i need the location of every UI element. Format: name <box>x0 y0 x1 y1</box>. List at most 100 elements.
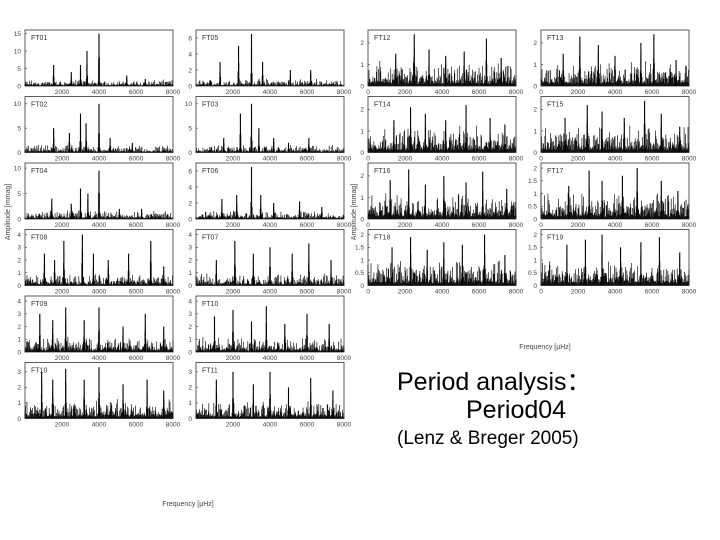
y-tick-label: 2 <box>188 257 192 264</box>
x-tick-label: 4000 <box>608 222 623 229</box>
y-axis-label-right: Amplitude [mmag] <box>351 184 358 240</box>
y-tick-label: 1.5 <box>528 178 537 185</box>
y-tick-label: 3 <box>188 369 192 376</box>
x-tick-label: 8000 <box>509 89 524 96</box>
spectrum-series <box>24 310 174 352</box>
y-tick-label: 1 <box>17 337 21 344</box>
y-tick-label: 1 <box>360 128 364 135</box>
y-tick-label: 6 <box>188 35 192 42</box>
y-tick-label: 0 <box>360 283 364 290</box>
y-tick-label: 2 <box>360 232 364 239</box>
y-tick-label: 4 <box>17 232 21 239</box>
y-tick-label: 3 <box>17 311 21 318</box>
x-tick-label: 4000 <box>92 89 107 96</box>
y-tick-label: 0 <box>188 349 192 356</box>
x-tick-label: 6000 <box>129 156 144 163</box>
panel-label: FT12 <box>374 35 390 42</box>
x-tick-label: 4000 <box>263 222 278 229</box>
x-tick-label: 6000 <box>472 289 487 296</box>
x-tick-label: 0 <box>539 156 543 163</box>
x-tick-label: 6000 <box>129 355 144 362</box>
caption-software: Period04 <box>466 396 567 424</box>
y-tick-label: 2 <box>17 257 21 264</box>
y-tick-label: 10 <box>14 165 22 172</box>
y-tick-label: 2 <box>360 173 364 180</box>
x-tick-label: 8000 <box>337 289 352 296</box>
panel-ft16: 0 2000 4000 6000 8000 0 1 2 FT16 <box>360 162 524 229</box>
y-tick-label: 2 <box>533 40 537 47</box>
y-tick-label: 1 <box>188 337 192 344</box>
spectrum-series <box>195 48 345 86</box>
x-tick-label: 4000 <box>263 289 278 296</box>
x-tick-label: 4000 <box>608 89 623 96</box>
spectrum-series <box>540 42 690 86</box>
panel-ft03: 2000 4000 6000 8000 0 5 10 FT03 <box>185 96 352 163</box>
y-tick-label: 0 <box>17 216 21 223</box>
y-tick-label: 2 <box>188 200 192 207</box>
x-tick-label: 4000 <box>92 355 107 362</box>
panel-ft06: 2000 4000 6000 8000 0 2 4 6 FT06 <box>188 162 352 229</box>
y-tick-label: 10 <box>14 101 22 108</box>
y-tick-label: 1 <box>188 270 192 277</box>
spectrum-series <box>367 47 517 86</box>
panel-ft14: 0 2000 4000 6000 8000 0 1 2 FT14 <box>360 96 524 163</box>
x-tick-label: 2000 <box>226 422 241 429</box>
x-tick-label: 6000 <box>129 422 144 429</box>
x-tick-label: 8000 <box>509 222 524 229</box>
x-tick-label: 4000 <box>608 289 623 296</box>
y-tick-label: 2 <box>188 385 192 392</box>
x-tick-label: 2000 <box>55 289 70 296</box>
x-tick-label: 8000 <box>166 422 181 429</box>
spectrum-series <box>24 112 174 153</box>
y-tick-label: 4 <box>188 298 192 305</box>
y-tick-label: 1 <box>533 257 537 264</box>
x-tick-label: 2000 <box>226 89 241 96</box>
x-tick-label: 8000 <box>166 355 181 362</box>
panel-ft08: 2000 4000 6000 8000 0 1 2 3 4 FT08 <box>17 229 181 296</box>
plot-frame <box>367 29 517 87</box>
y-tick-label: 2 <box>533 232 537 239</box>
x-tick-label: 8000 <box>682 289 697 296</box>
panel-label: FT19 <box>547 235 563 242</box>
x-tick-label: 6000 <box>129 222 144 229</box>
panel-label: FT14 <box>374 102 390 109</box>
panel-label: FT17 <box>547 168 563 175</box>
y-tick-label: 2 <box>17 324 21 331</box>
spectrum-series <box>195 373 345 419</box>
x-tick-label: 8000 <box>337 355 352 362</box>
x-tick-label: 8000 <box>337 89 352 96</box>
spectrum-series <box>367 247 517 286</box>
plot-frame <box>195 29 345 87</box>
panel-ft10: 2000 4000 6000 8000 0 1 2 3 4 FT10 <box>188 295 352 362</box>
x-tick-label: 4000 <box>92 289 107 296</box>
x-tick-label: 8000 <box>682 89 697 96</box>
y-tick-label: 2 <box>188 324 192 331</box>
x-tick-label: 6000 <box>129 289 144 296</box>
x-tick-label: 4000 <box>263 355 278 362</box>
x-tick-label: 8000 <box>337 422 352 429</box>
y-axis-label-left: Amplitude [mmag] <box>5 184 12 240</box>
y-tick-label: 4 <box>188 184 192 191</box>
x-tick-label: 6000 <box>300 156 315 163</box>
x-tick-label: 6000 <box>300 289 315 296</box>
y-tick-label: 1.5 <box>528 245 537 252</box>
panel-label: FT09 <box>31 301 47 308</box>
panel-ft05: 2000 4000 6000 8000 0 2 4 6 FT05 <box>188 29 352 96</box>
x-tick-label: 8000 <box>509 156 524 163</box>
y-tick-label: 0 <box>360 216 364 223</box>
y-tick-label: 3 <box>188 311 192 318</box>
spectrum-series <box>24 183 174 219</box>
x-tick-label: 8000 <box>509 289 524 296</box>
panel-label: FT08 <box>31 235 47 242</box>
x-tick-label: 2000 <box>571 156 586 163</box>
x-tick-label: 6000 <box>645 156 660 163</box>
y-tick-label: 0 <box>188 283 192 290</box>
y-tick-label: 1 <box>188 400 192 407</box>
panel-label: FT13 <box>547 35 563 42</box>
y-tick-label: 4 <box>188 51 192 58</box>
y-tick-label: 0 <box>360 83 364 90</box>
x-tick-label: 6000 <box>300 355 315 362</box>
panel-label: FT07 <box>202 235 218 242</box>
x-tick-label: 8000 <box>166 89 181 96</box>
y-tick-label: 5 <box>17 125 21 132</box>
